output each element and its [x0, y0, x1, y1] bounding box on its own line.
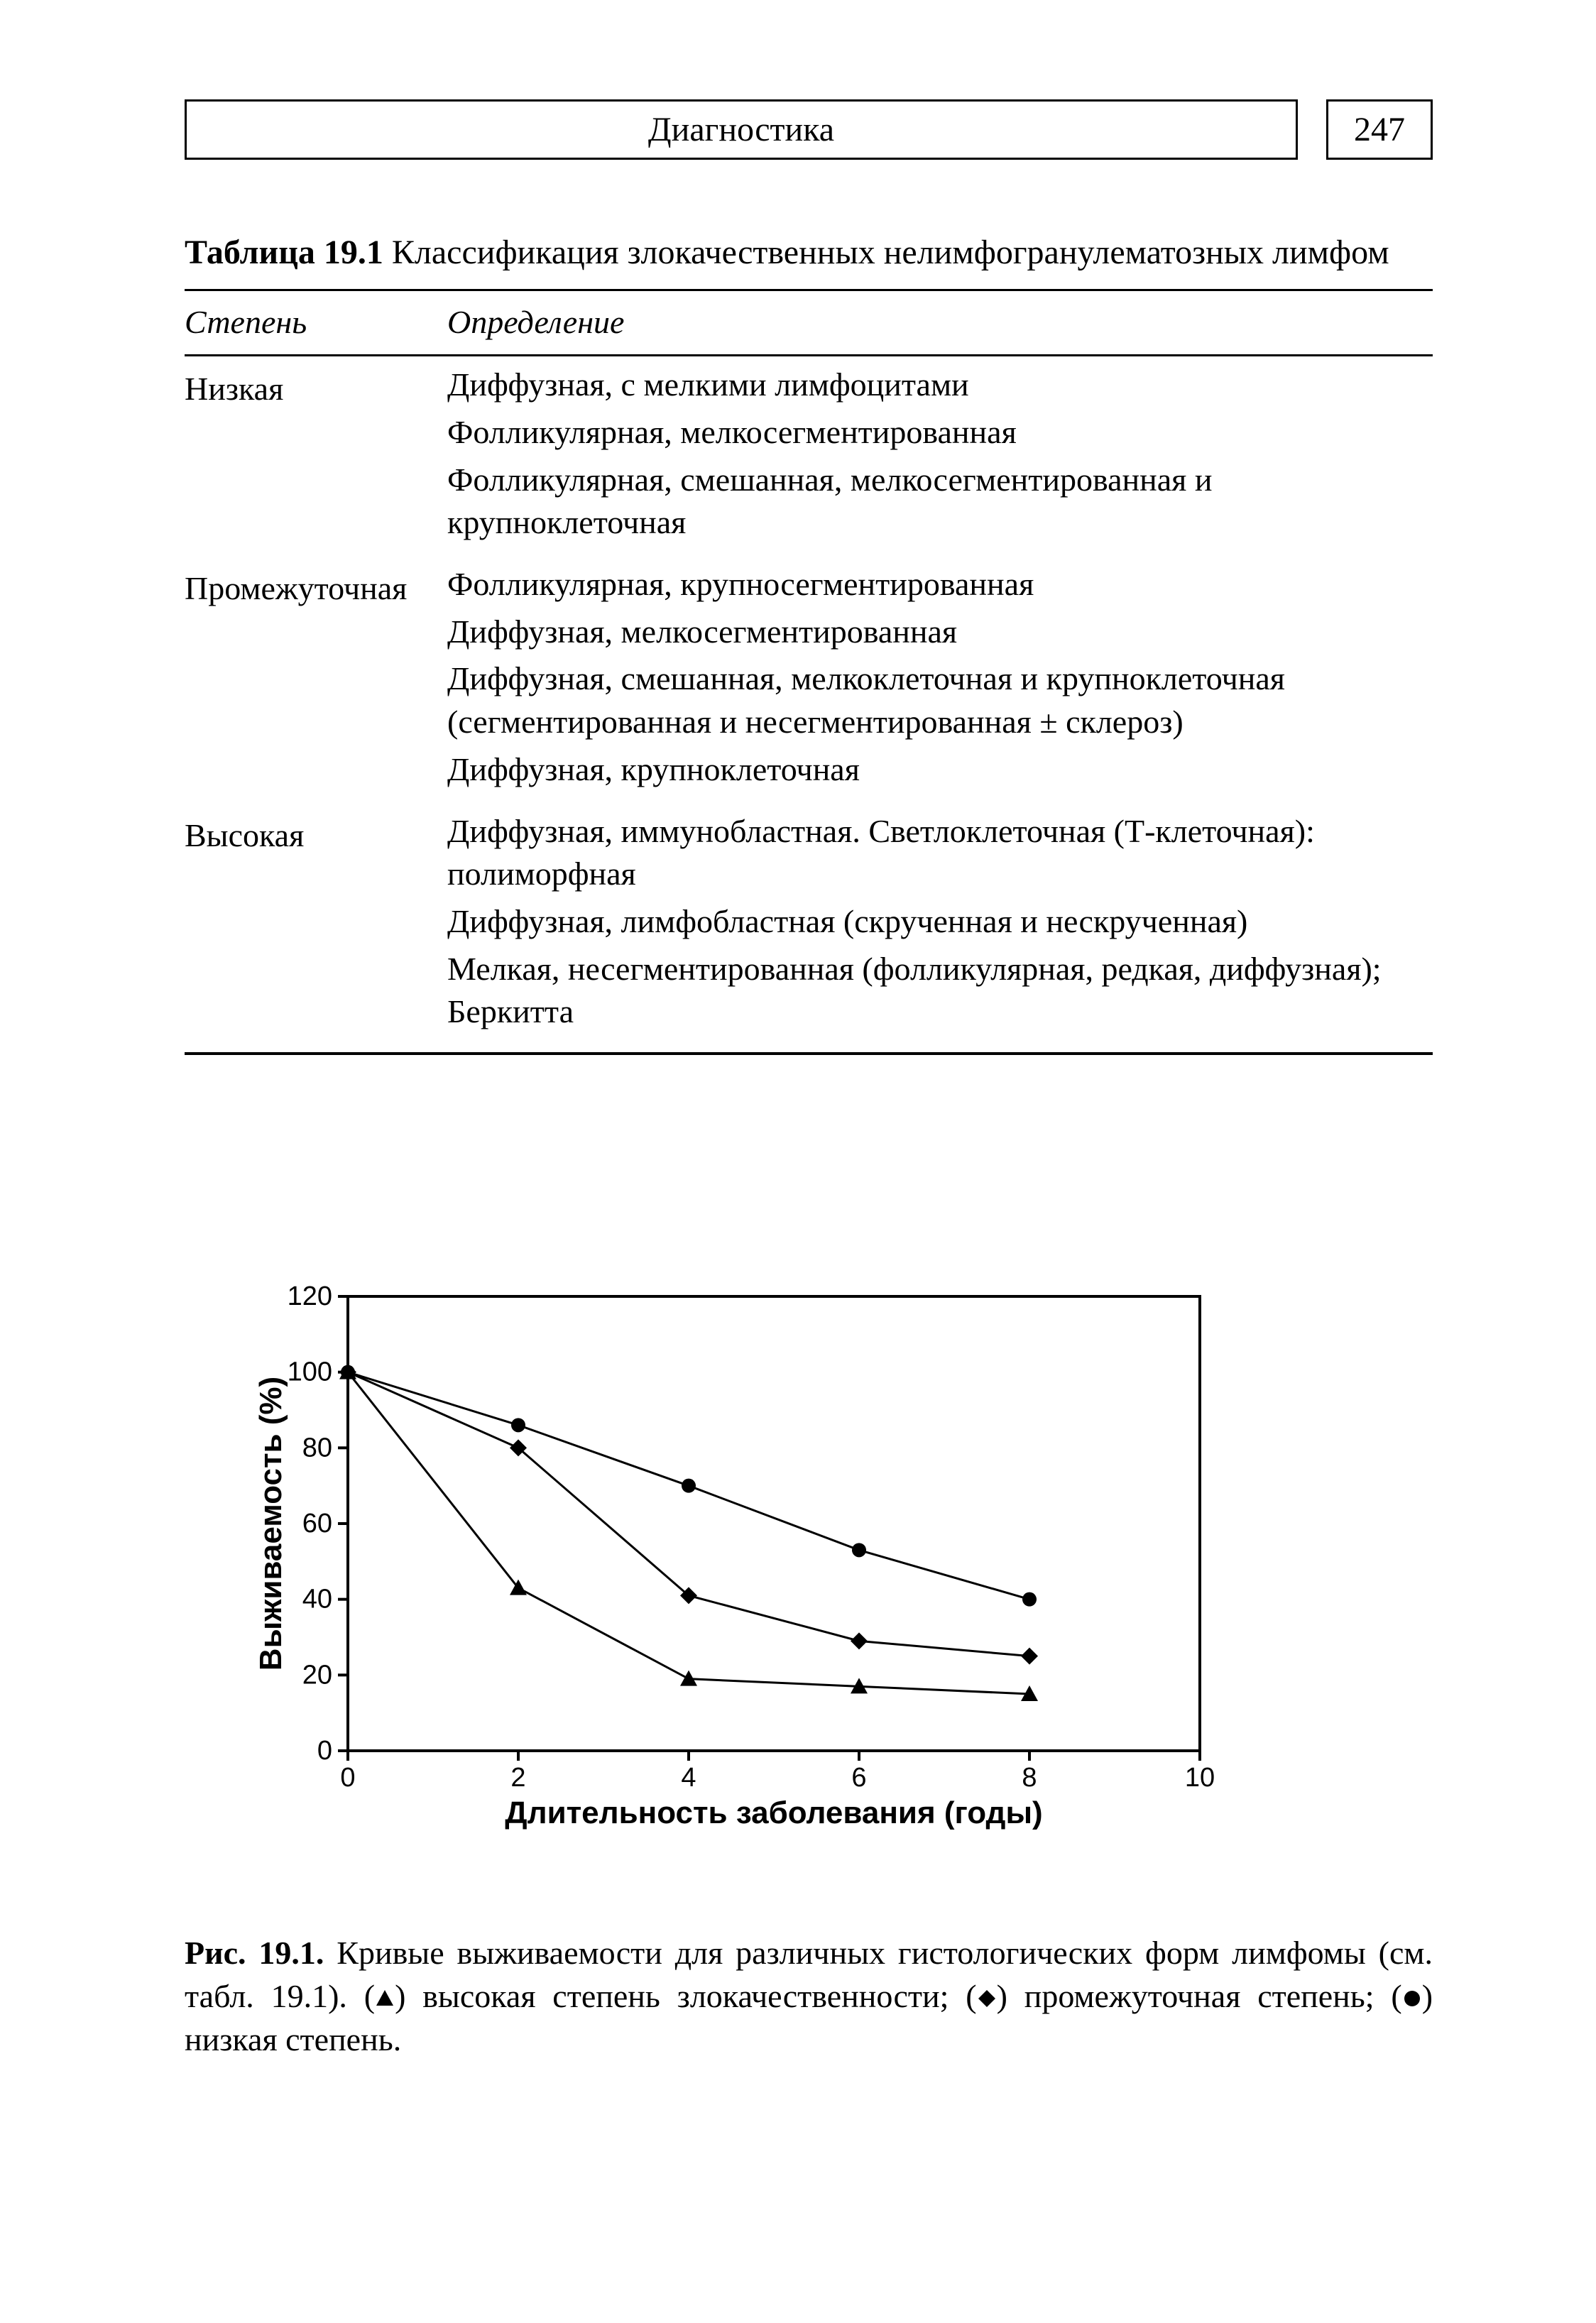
degree-cell: Высокая — [185, 803, 447, 1054]
y-tick-label: 20 — [302, 1661, 332, 1690]
definition-item: Диффузная, крупноклеточная — [447, 748, 1426, 792]
y-tick-label: 40 — [302, 1585, 332, 1614]
x-axis-label: Длительность заболевания (годы) — [505, 1795, 1042, 1830]
x-tick-label: 10 — [1185, 1763, 1215, 1793]
section-title: Диагностика — [648, 111, 834, 148]
definition-item: Диффузная, иммунобластная. Светлоклеточн… — [447, 810, 1426, 896]
table-caption-text: Классификация злокачественных нелимфогра… — [383, 234, 1389, 271]
col-degree: Степень — [185, 290, 447, 356]
definition-cell: Фолликулярная, крупносегментированная Диф… — [447, 556, 1433, 803]
x-tick-label: 8 — [1022, 1763, 1037, 1793]
page-header: Диагностика 247 — [185, 99, 1433, 160]
y-tick-label: 120 — [288, 1282, 332, 1311]
degree-cell: Промежуточная — [185, 556, 447, 803]
page-number: 247 — [1354, 111, 1405, 148]
circle-icon — [1402, 1989, 1422, 2008]
degree-cell: Низкая — [185, 356, 447, 556]
figure-legend-intermediate: ) промежуточная степень; ( — [997, 1978, 1402, 2014]
classification-table: Степень Определение НизкаяДиффузная, с м… — [185, 289, 1433, 1055]
definition-cell: Диффузная, с мелкими лимфоцитамиФолликул… — [447, 356, 1433, 556]
figure-legend-high: ) высокая степень злокачественности; ( — [395, 1978, 976, 2014]
definition-item: Диффузная, с мелкими лимфоцитами — [447, 364, 1426, 407]
marker-circle — [682, 1479, 696, 1493]
y-tick-label: 0 — [317, 1736, 332, 1766]
marker-circle — [852, 1543, 866, 1558]
definition-item: Фолликулярная, смешанная, мелкосегментир… — [447, 459, 1426, 545]
table-caption: Таблица 19.1 Классификация злокачественн… — [185, 231, 1433, 275]
table-caption-label: Таблица 19.1 — [185, 234, 383, 271]
definition-item: Диффузная, мелкосегментированная — [447, 611, 1426, 654]
survival-chart: 0 20 40 60 80 100 120 0 2 4 6 8 10 Длительность забол… — [256, 1282, 1264, 1840]
section-title-box: Диагностика — [185, 99, 1298, 160]
marker-circle — [511, 1419, 525, 1433]
series-line-high — [348, 1372, 1029, 1694]
diamond-icon — [977, 1989, 997, 2008]
y-axis-label: Выживаемость (%) — [256, 1377, 288, 1671]
table-row: НизкаяДиффузная, с мелкими лимфоцитамиФо… — [185, 356, 1433, 556]
definition-item: Мелкая, несегментированная (фолликулярна… — [447, 948, 1426, 1034]
x-tick-label: 0 — [340, 1763, 355, 1793]
series-line-intermediate — [348, 1372, 1029, 1656]
table-row: ВысокаяДиффузная, иммунобластная. Светло… — [185, 803, 1433, 1054]
table-header-row: Степень Определение — [185, 290, 1433, 356]
triangle-icon — [375, 1989, 395, 2008]
y-tick-label: 60 — [302, 1509, 332, 1538]
y-tick-label: 100 — [288, 1357, 332, 1387]
marker-diamond — [851, 1633, 868, 1650]
x-tick-label: 4 — [681, 1763, 696, 1793]
marker-diamond — [1021, 1648, 1038, 1665]
definition-item: Диффузная, лимфобластная (скрученная и н… — [447, 900, 1426, 944]
table-row: ПромежуточнаяФолликулярная, крупносегмен… — [185, 556, 1433, 803]
definition-cell: Диффузная, иммунобластная. Светлоклеточн… — [447, 803, 1433, 1054]
page-number-box: 247 — [1326, 99, 1433, 160]
marker-circle — [1022, 1592, 1037, 1607]
chart-svg: 0 20 40 60 80 100 120 0 2 4 6 8 10 Длительность забол… — [256, 1282, 1221, 1836]
definition-item: Фолликулярная, мелкосегментированная — [447, 411, 1426, 454]
figure-label: Рис. 19.1. — [185, 1935, 324, 1971]
y-tick-label: 80 — [302, 1433, 332, 1463]
x-tick-label: 6 — [851, 1763, 866, 1793]
definition-item: Диффузная, смешанная, мелкоклеточная и к… — [447, 657, 1426, 743]
col-definition: Определение — [447, 290, 1433, 356]
figure-caption: Рис. 19.1. Кривые выживаемости для разли… — [185, 1932, 1433, 2061]
x-tick-label: 2 — [510, 1763, 525, 1793]
definition-item: Фолликулярная, крупносегментированная — [447, 563, 1426, 606]
